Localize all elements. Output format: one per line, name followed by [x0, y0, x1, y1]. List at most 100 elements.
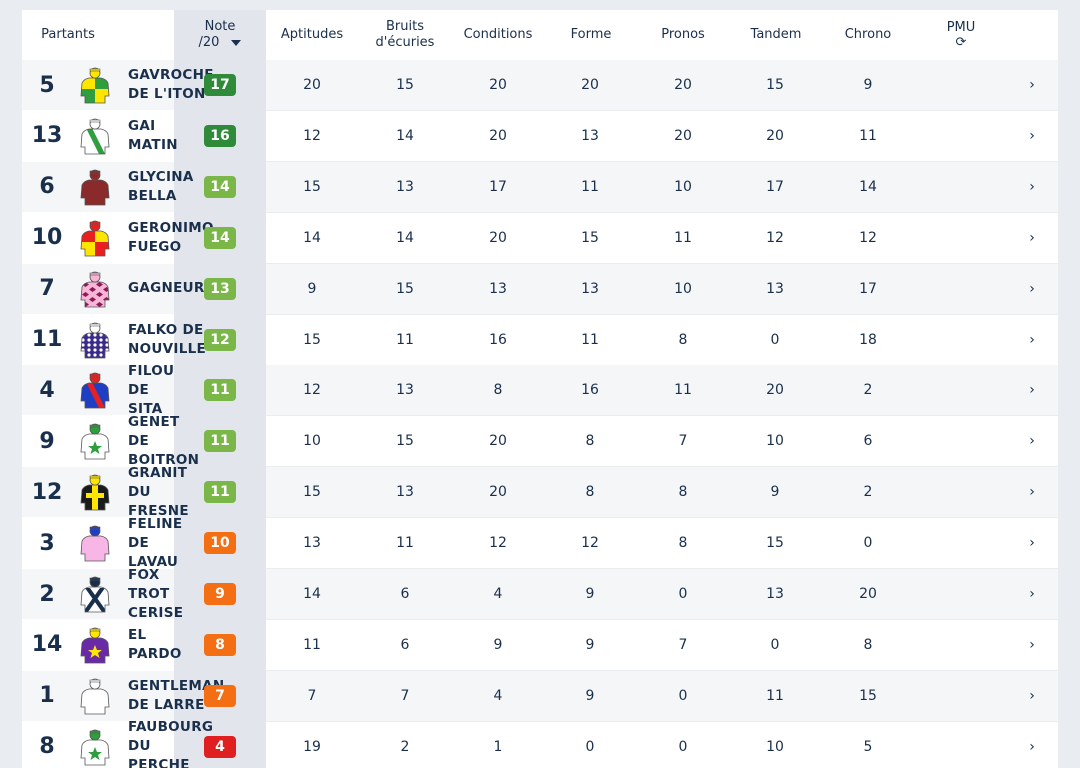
horse-name[interactable]: GERONIMO FUEGO [128, 213, 238, 263]
note-badge: 8 [204, 633, 236, 656]
horse-name[interactable]: FALKO DE NOUVILLE [128, 315, 238, 365]
row-divider [266, 517, 1058, 519]
horse-name-line: FUEGO [128, 238, 182, 255]
header-conditions-label: Conditions [463, 27, 533, 42]
score-chrono: 9 [863, 77, 873, 93]
row-stripe-right [266, 263, 1058, 314]
jockey-silk-icon [80, 220, 110, 257]
score-pronos: 0 [678, 586, 688, 602]
horse-name[interactable]: GAI MATIN [128, 111, 238, 161]
horse-name-line: DE [128, 381, 150, 398]
header-tandem[interactable]: Tandem [731, 10, 821, 60]
score-aptitudes: 14 [303, 229, 321, 246]
table-row[interactable]: 3 FELINE DE LAVAU 10 13 11 12 12 8 15 0 › [22, 516, 1058, 570]
score-bruits: 13 [396, 178, 414, 195]
note-badge: 11 [204, 430, 236, 453]
score-tandem: 13 [766, 586, 784, 602]
table-row[interactable]: 9 GENET DE BOITRON 11 10 15 20 8 7 10 6 › [22, 414, 1058, 468]
horse-name-line: FOX [128, 566, 160, 583]
jockey-silk [78, 676, 112, 716]
score-aptitudes: 20 [303, 77, 321, 93]
table-row[interactable]: 1 GENTLEMAN DE LARRE 7 7 7 4 9 0 11 15 › [22, 670, 1058, 722]
horse-name[interactable]: GLYCINA BELLA [128, 162, 238, 212]
horse-name[interactable]: FILOU DE SITA [128, 363, 238, 417]
table-row[interactable]: 2 FOX TROT CERISE 9 14 6 4 9 0 13 20 › [22, 566, 1058, 621]
row-divider [266, 211, 1058, 213]
table-row[interactable]: 13 GAI MATIN 16 12 14 20 13 20 20 11 › [22, 110, 1058, 162]
header-note-sort[interactable]: Note /20 [174, 10, 266, 60]
header-chrono[interactable]: Chrono [823, 10, 913, 60]
chevron-right-icon[interactable]: › [1029, 331, 1035, 348]
header-bruits[interactable]: Bruits d'écuries [360, 10, 450, 60]
note-badge: 17 [204, 74, 236, 96]
jockey-silk [78, 218, 112, 258]
score-tandem: 15 [766, 535, 784, 552]
score-conditions: 13 [489, 280, 507, 297]
chevron-right-icon[interactable]: › [1029, 382, 1035, 399]
score-conditions: 17 [489, 178, 507, 195]
jockey-silk [78, 523, 112, 563]
table-row[interactable]: 6 GLYCINA BELLA 14 15 13 17 11 10 17 14 › [22, 161, 1058, 213]
horse-name[interactable]: GRANIT DU FRESNE [128, 465, 238, 519]
table-row[interactable]: 10 GERONIMO FUEGO 14 14 14 20 15 11 12 12 › [22, 212, 1058, 264]
chevron-right-icon[interactable]: › [1029, 433, 1035, 450]
score-aptitudes: 9 [307, 280, 317, 297]
chevron-right-icon[interactable]: › [1029, 636, 1035, 653]
header-aptitudes[interactable]: Aptitudes [266, 10, 358, 60]
score-forme: 9 [585, 636, 595, 653]
horse-name-line: GAI [128, 117, 156, 134]
row-stripe-right [266, 365, 1058, 416]
chevron-right-icon[interactable]: › [1029, 229, 1035, 246]
table-row[interactable]: 14 EL PARDO 8 11 6 9 9 7 0 8 › [22, 619, 1058, 671]
horse-name[interactable]: GAGNEUR [128, 264, 238, 314]
horse-name-line: NOUVILLE [128, 340, 207, 357]
chevron-right-icon[interactable]: › [1029, 484, 1035, 501]
horse-name[interactable]: GENET DE BOITRON [128, 414, 238, 468]
header-pronos[interactable]: Pronos [638, 10, 728, 60]
jockey-silk [78, 574, 112, 614]
jockey-silk [78, 625, 112, 665]
refresh-icon[interactable]: ⟳ [955, 35, 967, 50]
table-row[interactable]: 11 FALKO DE NOUVILLE 12 15 11 16 11 8 0 18 › [22, 314, 1058, 366]
chevron-right-icon[interactable]: › [1029, 586, 1035, 602]
jockey-silk [78, 472, 112, 512]
table-row[interactable]: 7 GAGNEUR 13 9 15 13 13 10 13 17 › [22, 263, 1058, 315]
score-forme: 8 [585, 433, 595, 450]
horse-name[interactable]: FOX TROT CERISE [128, 566, 238, 621]
score-pronos: 8 [678, 331, 688, 348]
score-conditions: 4 [493, 586, 503, 602]
header-conditions[interactable]: Conditions [453, 10, 543, 60]
score-pronos: 8 [678, 535, 688, 552]
header-pmu[interactable]: PMU ⟳ [916, 10, 1006, 60]
chevron-right-icon[interactable]: › [1029, 738, 1035, 755]
jockey-silk-icon [80, 322, 110, 358]
score-pronos: 0 [678, 687, 688, 704]
chevron-right-icon[interactable]: › [1029, 77, 1035, 93]
chevron-right-icon[interactable]: › [1029, 687, 1035, 704]
note-badge: 10 [204, 532, 236, 555]
header-forme[interactable]: Forme [546, 10, 636, 60]
horse-name-line: GAVROCHE [128, 67, 214, 83]
score-chrono: 18 [859, 331, 877, 348]
table-row[interactable]: 8 FAUBOURG DU PERCHE 4 19 2 1 0 0 10 5 › [22, 719, 1058, 768]
score-tandem: 0 [770, 636, 780, 653]
horse-name[interactable]: GENTLEMAN DE LARRE [128, 671, 238, 721]
table-row[interactable]: 5 GAVROCHE DE L'ITON 17 20 15 20 20 20 15 9 › [22, 60, 1058, 111]
runner-number: 10 [31, 225, 63, 251]
horse-name[interactable]: FELINE DE LAVAU [128, 516, 238, 570]
score-pronos: 11 [674, 382, 692, 399]
chevron-right-icon[interactable]: › [1029, 280, 1035, 297]
score-forme: 8 [585, 484, 595, 501]
horse-name[interactable]: GAVROCHE DE L'ITON [128, 60, 238, 110]
chevron-right-icon[interactable]: › [1029, 127, 1035, 144]
chevron-right-icon[interactable]: › [1029, 178, 1035, 195]
chevron-right-icon[interactable]: › [1029, 535, 1035, 552]
score-forme: 11 [581, 178, 599, 195]
horse-name[interactable]: FAUBOURG DU PERCHE [128, 719, 238, 768]
score-aptitudes: 15 [303, 178, 321, 195]
header-note-scale: /20 [198, 35, 220, 50]
table-row[interactable]: 4 FILOU DE SITA 11 12 13 8 16 11 20 2 › [22, 363, 1058, 417]
horse-name[interactable]: EL PARDO [128, 620, 238, 670]
horse-name-line: FRESNE [128, 502, 189, 519]
table-row[interactable]: 12 GRANIT DU FRESNE 11 15 13 20 8 8 9 2 › [22, 465, 1058, 519]
